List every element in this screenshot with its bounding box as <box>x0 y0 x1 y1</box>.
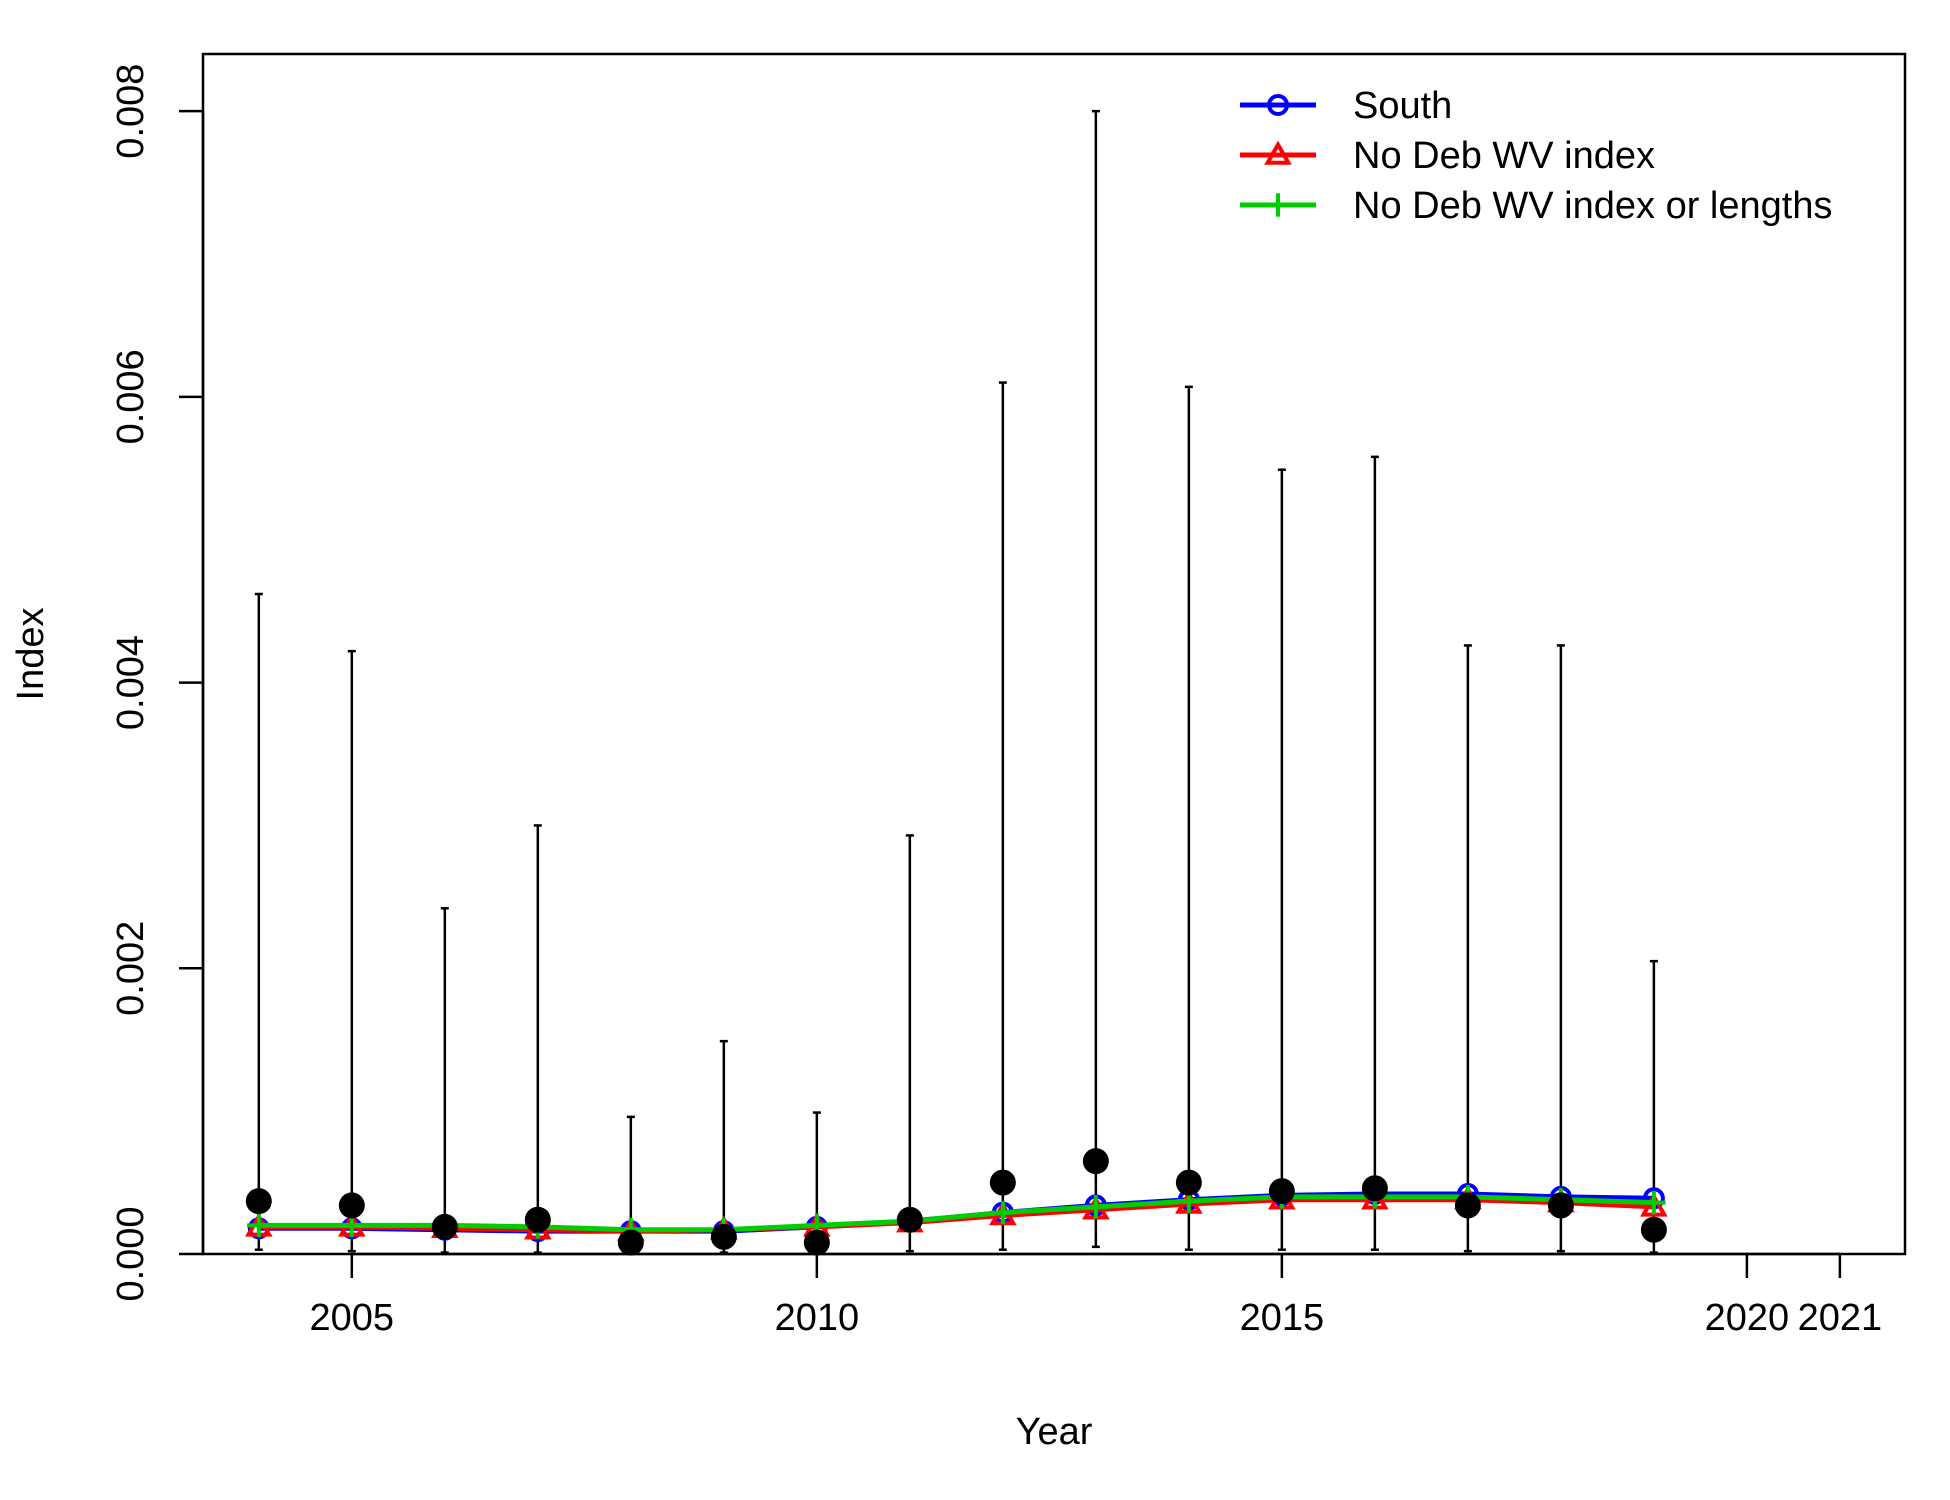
series-point-no-deb-wv-index <box>1640 1192 1668 1217</box>
x-tick-label: 2005 <box>310 1297 395 1339</box>
legend-item-south: South <box>1240 85 1452 127</box>
observed-point <box>803 1229 830 1256</box>
x-tick-label: 2021 <box>1798 1297 1883 1339</box>
x-axis-title: Year <box>1016 1411 1093 1453</box>
legend-marker <box>1267 94 1289 116</box>
observed-point <box>1268 1178 1295 1205</box>
x-tick-label: 2015 <box>1240 1297 1325 1339</box>
series-line-no-deb-wv-index-or-lengths <box>258 1194 1654 1233</box>
x-tick-label: 2020 <box>1705 1297 1790 1339</box>
legend-item-no-deb-wv-index: No Deb WV index <box>1240 135 1655 177</box>
series-point-no-deb-wv-index-or-lengths <box>991 1200 1015 1225</box>
y-tick-label: 0.002 <box>110 921 152 1016</box>
series-point-no-deb-wv-index-or-lengths <box>247 1213 271 1238</box>
observed-point <box>245 1188 272 1215</box>
plot-frame <box>201 52 1907 1256</box>
observed-point <box>989 1169 1016 1196</box>
observed-point <box>338 1192 365 1219</box>
series-point-no-deb-wv-index-or-lengths <box>1642 1190 1666 1215</box>
legend-label: South <box>1353 85 1452 127</box>
observed-point <box>896 1206 923 1233</box>
legend-marker <box>1266 193 1290 217</box>
observed-point <box>617 1229 644 1256</box>
observed-point <box>431 1213 458 1240</box>
observed-point <box>524 1206 551 1233</box>
y-axis: 0.000 0.002 0.004 0.006 0.008 <box>110 64 205 1302</box>
legend-marker <box>1264 140 1292 165</box>
observed-points <box>245 1148 1667 1256</box>
error-bars <box>254 109 1658 1254</box>
y-tick-label: 0.008 <box>110 64 152 159</box>
observed-point <box>710 1223 737 1250</box>
legend-item-no-deb-wv-index-or-lengths: No Deb WV index or lengths <box>1240 185 1832 227</box>
legend-label: No Deb WV index <box>1353 135 1655 177</box>
y-tick-label: 0.006 <box>110 349 152 444</box>
observed-point <box>1547 1192 1574 1219</box>
y-tick-label: 0.000 <box>110 1206 152 1301</box>
x-tick-label: 2010 <box>775 1297 860 1339</box>
y-axis-title: Index <box>10 608 52 701</box>
y-tick-label: 0.004 <box>110 635 152 730</box>
observed-point <box>1640 1216 1667 1243</box>
observed-point <box>1175 1169 1202 1196</box>
observed-point <box>1454 1192 1481 1219</box>
observed-point <box>1082 1148 1109 1175</box>
observed-point <box>1361 1175 1388 1202</box>
legend: South No Deb WV index No Deb WV index or l… <box>1240 85 1832 227</box>
series-point-no-deb-wv-index-or-lengths <box>1084 1195 1108 1219</box>
legend-label: No Deb WV index or lengths <box>1353 185 1832 227</box>
